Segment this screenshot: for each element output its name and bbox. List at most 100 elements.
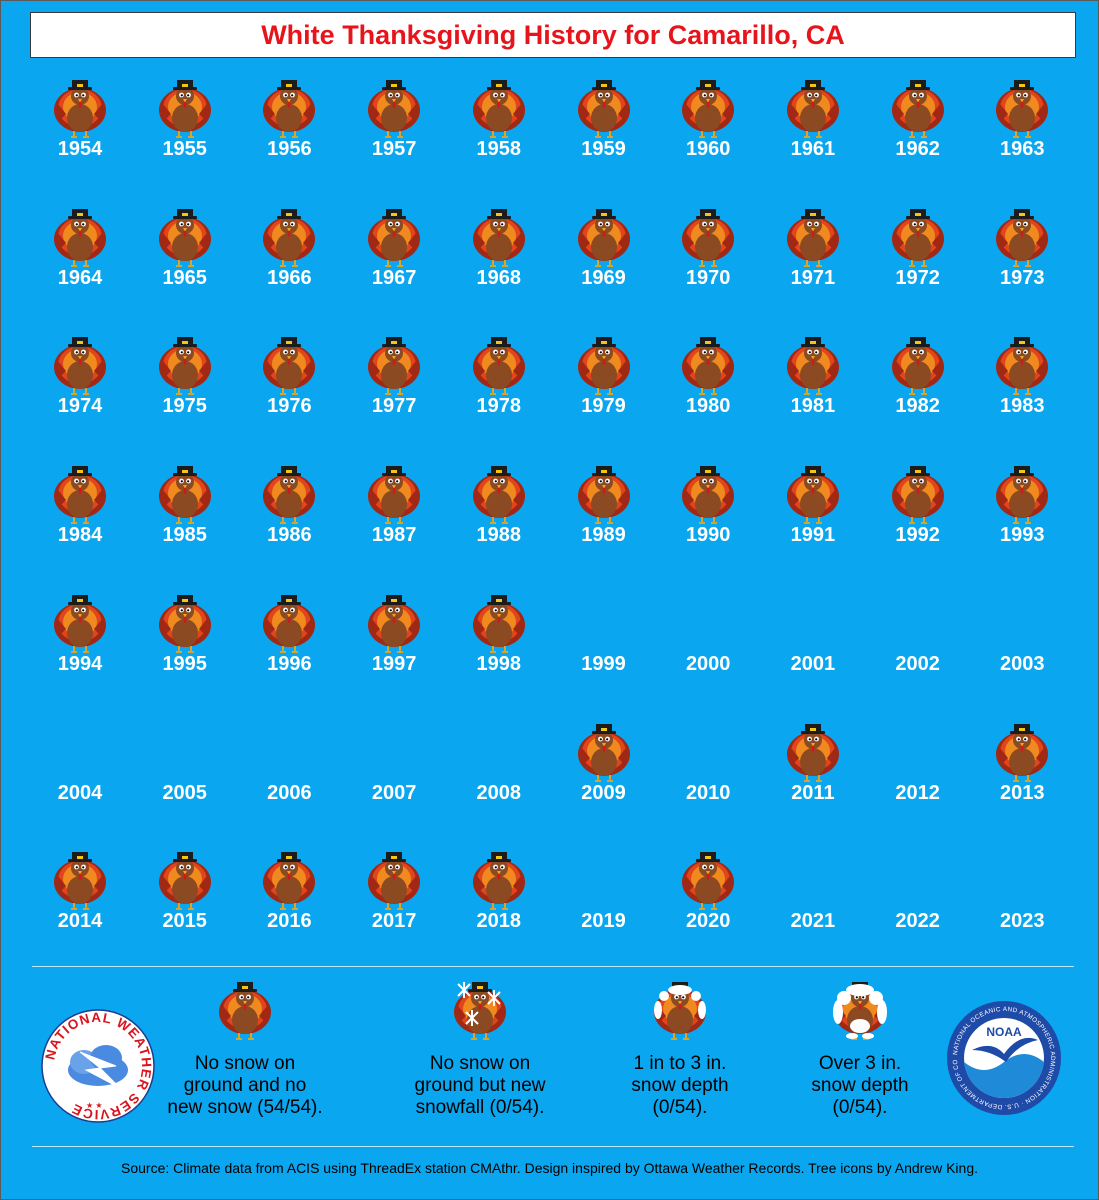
turkey-icon bbox=[890, 331, 946, 397]
turkey-snowflakes-icon bbox=[452, 976, 508, 1047]
year-cell: 1981 bbox=[761, 327, 865, 455]
divider-bottom bbox=[32, 1146, 1074, 1147]
year-label: 1969 bbox=[581, 266, 626, 289]
year-label: 1994 bbox=[57, 652, 103, 675]
year-cell: 1957 bbox=[342, 70, 446, 198]
turkey-icon bbox=[52, 460, 108, 526]
year-cell: 1984 bbox=[28, 456, 132, 584]
year-label: 2002 bbox=[895, 652, 940, 675]
turkey-icon bbox=[680, 331, 736, 397]
year-label: 2008 bbox=[476, 781, 522, 804]
year-cell: 1955 bbox=[133, 70, 237, 198]
year-label: 1973 bbox=[1000, 266, 1045, 289]
year-cell: 2004 bbox=[28, 714, 132, 842]
year-cell: 1959 bbox=[552, 70, 656, 198]
year-label: 1989 bbox=[581, 524, 626, 547]
year-cell: 1973 bbox=[970, 199, 1074, 327]
year-label: 2018 bbox=[476, 910, 522, 933]
year-label: 1979 bbox=[581, 395, 626, 418]
year-cell: 1972 bbox=[866, 199, 970, 327]
year-label: 1990 bbox=[685, 524, 731, 547]
turkey-icon bbox=[366, 74, 422, 140]
turkey-icon bbox=[261, 846, 317, 912]
year-label: 1993 bbox=[1000, 524, 1045, 547]
year-cell: 1960 bbox=[656, 70, 760, 198]
year-label: 2019 bbox=[581, 910, 626, 933]
year-label: 1972 bbox=[895, 266, 940, 289]
year-label: 1970 bbox=[685, 266, 731, 289]
turkey-icon bbox=[261, 331, 317, 397]
turkey-icon bbox=[471, 846, 527, 912]
year-cell: 1991 bbox=[761, 456, 865, 584]
year-cell: 1968 bbox=[447, 199, 551, 327]
year-cell: 2001 bbox=[761, 585, 865, 713]
turkey-icon bbox=[785, 460, 841, 526]
turkey-icon bbox=[994, 718, 1050, 784]
year-cell: 2018 bbox=[447, 842, 551, 970]
year-label: 2021 bbox=[790, 910, 836, 933]
year-label: 2015 bbox=[162, 910, 207, 933]
legend-text: Over 3 in. snow depth (0/54). bbox=[811, 1053, 909, 1118]
turkey-icon bbox=[52, 846, 108, 912]
year-cell: 2015 bbox=[133, 842, 237, 970]
year-cell: 2021 bbox=[761, 842, 865, 970]
turkey-icon bbox=[471, 203, 527, 269]
year-label: 2001 bbox=[790, 652, 836, 675]
year-label: 1963 bbox=[1000, 138, 1045, 160]
title-box: White Thanksgiving History for Camarillo… bbox=[30, 12, 1076, 58]
noaa-logo: NATIONAL OCEANIC AND ATMOSPHERIC ADMINIS… bbox=[946, 1000, 1061, 1115]
year-cell: 1975 bbox=[133, 327, 237, 455]
year-cell: 1963 bbox=[970, 70, 1074, 198]
turkey-icon bbox=[576, 460, 632, 526]
year-cell: 1993 bbox=[970, 456, 1074, 584]
chart-title: White Thanksgiving History for Camarillo… bbox=[261, 19, 845, 50]
year-cell: 1965 bbox=[133, 199, 237, 327]
year-cell: 1954 bbox=[28, 70, 132, 198]
turkey-icon bbox=[785, 331, 841, 397]
year-cell: 2017 bbox=[342, 842, 446, 970]
year-label: 1983 bbox=[1000, 395, 1045, 418]
year-grid: 1954 1955 bbox=[28, 70, 1076, 950]
year-label: 2020 bbox=[685, 910, 731, 933]
year-label: 1987 bbox=[371, 524, 417, 547]
year-label: 2011 bbox=[791, 781, 835, 804]
legend-text: No snow on ground but new snowfall (0/54… bbox=[414, 1053, 546, 1118]
turkey-icon bbox=[576, 331, 632, 397]
year-cell: 1974 bbox=[28, 327, 132, 455]
turkey-icon bbox=[366, 203, 422, 269]
turkey-icon bbox=[471, 74, 527, 140]
year-cell: 1990 bbox=[656, 456, 760, 584]
year-label: 2009 bbox=[581, 781, 626, 804]
turkey-icon bbox=[157, 74, 213, 140]
year-cell: 1970 bbox=[656, 199, 760, 327]
turkey-icon bbox=[785, 74, 841, 140]
legend-item: No snow on ground but new snowfall (0/54… bbox=[385, 976, 575, 1119]
year-cell: 1958 bbox=[447, 70, 551, 198]
year-cell: 1988 bbox=[447, 456, 551, 584]
year-cell: 2003 bbox=[970, 585, 1074, 713]
turkey-icon bbox=[471, 331, 527, 397]
year-label: 2023 bbox=[1000, 910, 1045, 933]
year-cell: 1961 bbox=[761, 70, 865, 198]
turkey-icon bbox=[576, 203, 632, 269]
year-cell: 1985 bbox=[133, 456, 237, 584]
turkey-icon bbox=[785, 718, 841, 784]
year-cell: 1998 bbox=[447, 585, 551, 713]
turkey-icon bbox=[680, 203, 736, 269]
turkey-icon bbox=[157, 331, 213, 397]
legend-item: 1 in to 3 in. snow depth (0/54). bbox=[585, 976, 775, 1119]
year-cell: 1995 bbox=[133, 585, 237, 713]
turkey-icon bbox=[157, 589, 213, 655]
year-cell: 2011 bbox=[761, 714, 865, 842]
year-cell: 1982 bbox=[866, 327, 970, 455]
year-label: 1966 bbox=[267, 266, 312, 289]
year-label: 1968 bbox=[476, 266, 522, 289]
year-label: 2013 bbox=[1000, 781, 1045, 804]
legend-text: No snow on ground and no new snow (54/54… bbox=[167, 1053, 323, 1118]
source-note: Source: Climate data from ACIS using Thr… bbox=[121, 1160, 978, 1176]
year-cell: 1976 bbox=[237, 327, 341, 455]
turkey-icon bbox=[52, 589, 108, 655]
turkey-icon bbox=[890, 460, 946, 526]
turkey-icon bbox=[366, 846, 422, 912]
noaa-label: NOAA bbox=[986, 1025, 1022, 1039]
